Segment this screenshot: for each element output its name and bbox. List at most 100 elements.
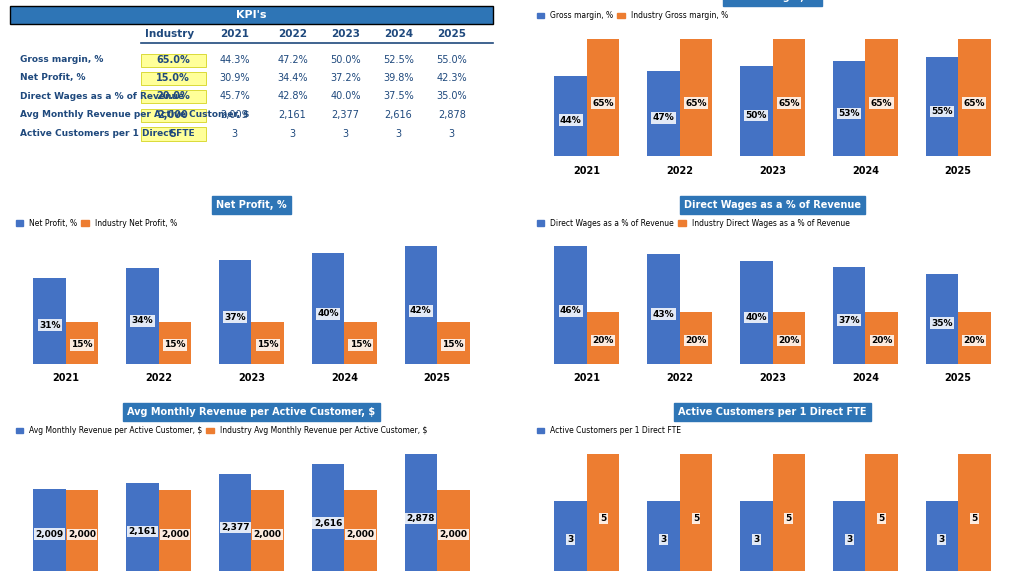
Text: 5: 5	[785, 514, 792, 523]
Bar	[554, 246, 587, 364]
Text: 40%: 40%	[745, 313, 767, 322]
FancyBboxPatch shape	[140, 90, 206, 103]
Text: KPI's: KPI's	[237, 10, 266, 20]
Bar	[833, 61, 865, 156]
Text: 34.4%: 34.4%	[278, 73, 308, 83]
Text: 37.5%: 37.5%	[383, 91, 414, 101]
Bar	[252, 489, 284, 571]
Bar	[404, 246, 437, 364]
Legend: Direct Wages as a % of Revenue, Industry Direct Wages as a % of Revenue: Direct Wages as a % of Revenue, Industry…	[536, 217, 851, 229]
Legend: Gross margin, %, Industry Gross margin, %: Gross margin, %, Industry Gross margin, …	[536, 10, 730, 22]
Text: 45.7%: 45.7%	[219, 91, 250, 101]
Text: 44%: 44%	[560, 115, 582, 125]
Text: Industry: Industry	[144, 29, 194, 39]
Text: 42.8%: 42.8%	[278, 91, 308, 101]
Bar	[437, 489, 470, 571]
Text: 50%: 50%	[745, 111, 767, 120]
Text: 3: 3	[231, 129, 238, 138]
Text: 47.2%: 47.2%	[278, 55, 308, 65]
Text: 2,377: 2,377	[221, 523, 250, 532]
Title: Gross margin, %: Gross margin, %	[727, 0, 817, 2]
Bar	[554, 76, 587, 156]
Text: Active Customers per 1 Direct FTE: Active Customers per 1 Direct FTE	[19, 129, 195, 138]
Bar	[865, 454, 898, 571]
Text: 20%: 20%	[685, 336, 707, 345]
Text: 20%: 20%	[870, 336, 892, 345]
Bar	[311, 464, 344, 571]
Text: Net Profit, %: Net Profit, %	[19, 73, 85, 83]
Text: 31%: 31%	[39, 321, 60, 329]
Text: 42.3%: 42.3%	[436, 73, 467, 83]
Text: 3: 3	[449, 129, 455, 138]
Bar	[437, 322, 470, 364]
Text: 2,878: 2,878	[407, 514, 435, 523]
Text: 65%: 65%	[685, 99, 707, 108]
Text: 2024: 2024	[384, 29, 414, 39]
Text: 3: 3	[939, 535, 945, 544]
Title: Active Customers per 1 Direct FTE: Active Customers per 1 Direct FTE	[678, 407, 866, 417]
Text: 15%: 15%	[257, 340, 279, 350]
Text: 46%: 46%	[560, 306, 582, 315]
Text: 5: 5	[879, 514, 885, 523]
Bar	[587, 312, 620, 364]
Text: 2,000: 2,000	[254, 530, 282, 539]
Bar	[66, 489, 98, 571]
FancyBboxPatch shape	[140, 108, 206, 122]
Text: 30.9%: 30.9%	[219, 73, 250, 83]
Text: 2,000: 2,000	[158, 110, 188, 120]
Bar	[647, 501, 680, 571]
Bar	[740, 501, 772, 571]
Bar	[34, 489, 66, 571]
Bar	[926, 57, 958, 156]
Text: 15%: 15%	[442, 340, 464, 350]
Bar	[833, 267, 865, 364]
Text: 2023: 2023	[331, 29, 360, 39]
Bar	[219, 260, 252, 364]
Text: Avg Monthly Revenue per Active Customer, $: Avg Monthly Revenue per Active Customer,…	[19, 110, 249, 119]
Bar	[159, 489, 191, 571]
Bar	[252, 322, 284, 364]
Bar	[740, 66, 772, 156]
Text: 3: 3	[754, 535, 760, 544]
Bar	[740, 261, 772, 364]
Text: 37%: 37%	[224, 313, 246, 322]
Text: 3: 3	[395, 129, 401, 138]
Legend: Active Customers per 1 Direct FTE: Active Customers per 1 Direct FTE	[536, 425, 683, 437]
Text: 5: 5	[169, 129, 176, 138]
Text: 2,377: 2,377	[332, 110, 359, 120]
FancyBboxPatch shape	[10, 6, 493, 24]
Bar	[587, 454, 620, 571]
Bar	[404, 454, 437, 571]
Text: 2,878: 2,878	[437, 110, 466, 120]
Text: 55.0%: 55.0%	[436, 55, 467, 65]
Text: 5: 5	[971, 514, 978, 523]
Text: 47%: 47%	[652, 113, 675, 122]
Bar	[680, 312, 713, 364]
Text: 35%: 35%	[931, 319, 952, 328]
Text: 15%: 15%	[72, 340, 93, 350]
Text: 53%: 53%	[839, 109, 860, 118]
Text: 34%: 34%	[132, 316, 154, 325]
Bar	[311, 253, 344, 364]
Text: 65.0%: 65.0%	[156, 55, 189, 65]
Text: 15%: 15%	[350, 340, 372, 350]
Text: 65%: 65%	[593, 99, 614, 108]
Legend: Net Profit, %, Industry Net Profit, %: Net Profit, %, Industry Net Profit, %	[14, 217, 179, 229]
Text: 65%: 65%	[964, 99, 985, 108]
Text: 39.8%: 39.8%	[383, 73, 414, 83]
Bar	[66, 322, 98, 364]
Text: 35.0%: 35.0%	[436, 91, 467, 101]
Title: Net Profit, %: Net Profit, %	[216, 200, 287, 210]
Title: Avg Monthly Revenue per Active Customer, $: Avg Monthly Revenue per Active Customer,…	[127, 407, 376, 417]
Bar	[833, 501, 865, 571]
Text: 40.0%: 40.0%	[331, 91, 360, 101]
Text: 2,009: 2,009	[36, 530, 63, 539]
Bar	[926, 501, 958, 571]
Text: 2,000: 2,000	[69, 530, 96, 539]
Bar	[126, 268, 159, 364]
Bar	[344, 489, 377, 571]
Text: 2,000: 2,000	[439, 530, 467, 539]
Text: 44.3%: 44.3%	[219, 55, 250, 65]
Text: 65%: 65%	[778, 99, 800, 108]
Title: Direct Wages as a % of Revenue: Direct Wages as a % of Revenue	[684, 200, 861, 210]
